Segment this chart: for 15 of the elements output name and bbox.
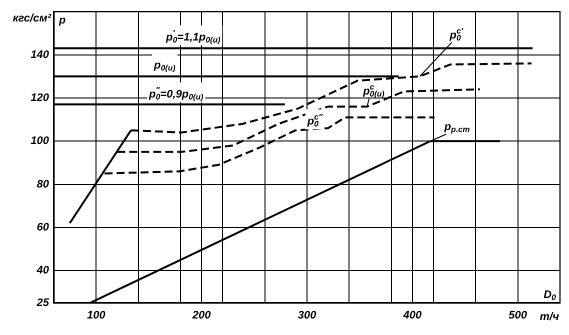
y-tick-label: 40 [36, 264, 50, 277]
y-tick-label: 100 [30, 135, 50, 148]
x-tick-label: 400 [402, 310, 422, 322]
y-tick-label: 25 [36, 297, 50, 310]
x-tick-label: 300 [298, 310, 318, 322]
x-tick-label: 500 [508, 310, 528, 322]
y-tick-label: 80 [36, 178, 50, 190]
y-tick-label: 140 [30, 48, 50, 61]
x-tick-label: 100 [86, 310, 106, 322]
y-tick-label: 120 [30, 92, 50, 104]
text: т/ч [540, 311, 560, 323]
x-tick-label: 200 [191, 310, 212, 322]
y-axis-title: кгс/см² [12, 12, 52, 25]
annotation: p [58, 14, 66, 27]
y-tick-label: 60 [36, 221, 50, 234]
